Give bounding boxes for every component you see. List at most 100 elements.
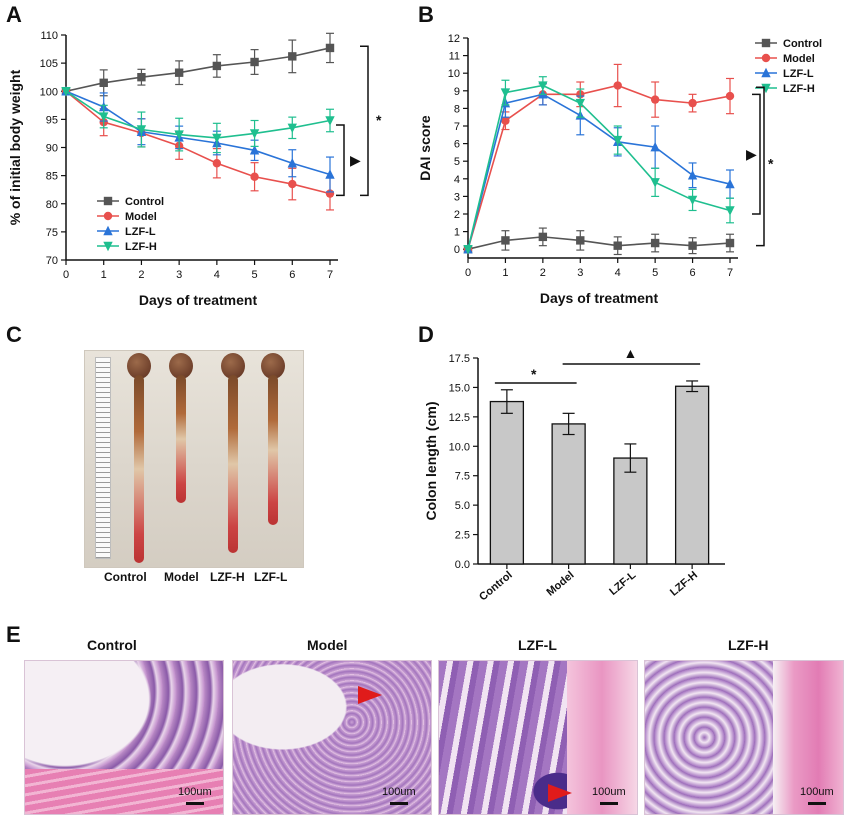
legend-label: Model [125,211,157,223]
data-point [538,232,548,242]
y-tick-label: 3 [454,191,460,203]
x-tick-label: LZF-L [607,569,638,598]
series-line-lzf-h [467,84,731,250]
panel-letter-d: D [418,322,434,347]
y-axis-title: % of initial body weight [7,69,23,225]
series-line-control [65,47,331,93]
x-tick-label: 0 [465,267,471,279]
data-point [249,129,260,139]
data-point [136,125,147,135]
x-tick-label: 1 [101,269,107,281]
scale-label-model: 100um [382,786,416,798]
data-point [250,57,259,67]
scale-bar-lzf-h [808,802,826,805]
histo-image-lzf-h [644,660,844,815]
legend-marker [761,53,771,63]
data-point [325,43,335,53]
data-point [212,159,222,168]
series-line-control [467,236,731,250]
cecum-lzf-l [261,353,285,379]
colon-lzf-h [228,375,238,553]
data-point [249,145,260,155]
cecum-model [169,353,193,379]
data-point [325,116,335,126]
y-axis-title: DAI score [417,115,433,181]
data-point [288,179,297,189]
significance-mark: * [376,112,382,128]
y-tick-label: 100 [40,86,58,98]
scale-bar-lzf-l [600,802,618,805]
bar-model [551,423,586,565]
cecum-control [127,353,151,379]
data-point [687,170,698,180]
x-tick-label: Control [477,569,515,603]
y-tick-label: 15.0 [449,382,470,394]
legend-label: LZF-H [125,241,157,253]
data-point [650,141,660,152]
legend-marker [761,38,771,48]
legend-label: Control [783,38,822,50]
y-tick-label: 7 [454,121,460,133]
data-point [688,241,697,250]
ruler [95,357,111,559]
y-tick-label: 95 [46,114,58,126]
legend-marker [761,67,771,78]
data-point [137,72,146,82]
data-point [174,68,184,77]
photo-label-control: Control [104,570,147,584]
significance-mark: ▲ [623,345,637,361]
y-tick-label: 0 [454,244,460,256]
significance-bracket [360,45,369,197]
y-tick-label: 9 [454,86,460,98]
x-tick-label: 6 [690,267,696,279]
series-line-model [467,84,731,250]
colon-lzf-l [268,375,278,525]
data-point [287,123,297,134]
x-axis-title: Days of treatment [540,290,659,306]
x-tick-label: 4 [214,269,220,281]
y-tick-label: 85 [46,171,58,183]
y-tick-label: 7.5 [455,471,470,483]
legend-label: LZF-L [125,226,156,238]
colon-photo [84,350,304,568]
data-point [99,112,109,122]
y-tick-label: 80 [46,199,58,211]
data-point [613,135,623,146]
y-axis-title: Colon length (cm) [423,402,439,521]
photo-label-lzf-l: LZF-L [254,570,288,584]
series-line-lzf-l [65,90,331,176]
histo-image-control [24,660,224,815]
data-point [650,238,660,248]
data-point [212,133,222,144]
series-line-lzf-l [467,93,731,250]
histo-title-lzf-h: LZF-H [728,637,769,653]
y-tick-label: 5.0 [455,500,470,512]
x-tick-label: 5 [252,269,258,281]
bar-lzf-l [613,457,648,565]
data-point [613,81,622,90]
histo-title-control: Control [87,637,137,653]
significance-bracket [752,93,761,215]
y-tick-label: 12 [448,33,460,45]
scale-bar-model [390,802,408,805]
x-tick-label: 7 [727,267,733,279]
y-tick-label: 2 [454,209,460,221]
data-point [61,87,71,97]
data-point [725,238,735,248]
x-tick-label: 1 [502,267,508,279]
legend-marker [103,211,113,221]
histo-image-lzf-l [438,660,638,815]
red-arrow-icon [548,784,572,802]
panel-letter-e: E [6,622,21,647]
scale-bar-control [186,802,204,805]
data-point [613,241,622,250]
data-point [538,81,548,91]
legend-marker [103,196,113,206]
y-tick-label: 10.0 [449,441,470,453]
significance-mark: ▶ [350,152,361,168]
colon-control [134,375,144,563]
data-point [650,178,660,188]
